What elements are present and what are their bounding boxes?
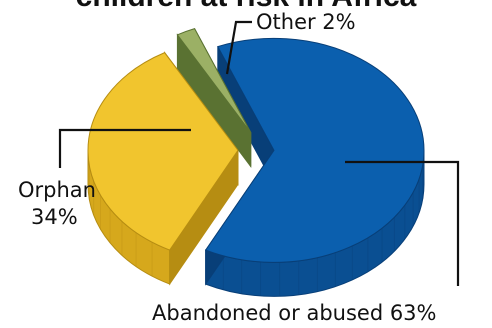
- leader-line-other: [225, 20, 252, 75]
- pie-depth-group: [87, 28, 425, 297]
- label-abandoned: Abandoned or abused 63%: [152, 301, 437, 325]
- chart-title: children at risk in Africa: [76, 0, 417, 13]
- label-orphan-name: Orphan: [18, 178, 96, 202]
- pie-slice-abandoned-or-abused: [204, 37, 425, 263]
- pie-slice-orphan: [87, 52, 239, 251]
- pie-slice-other: [176, 28, 252, 133]
- pie-slices-group: [87, 28, 425, 263]
- label-orphan-percent: 34%: [31, 205, 78, 229]
- label-other: Other 2%: [256, 10, 356, 34]
- leader-line-abandoned: [345, 160, 460, 286]
- leader-line-orphan: [58, 128, 191, 168]
